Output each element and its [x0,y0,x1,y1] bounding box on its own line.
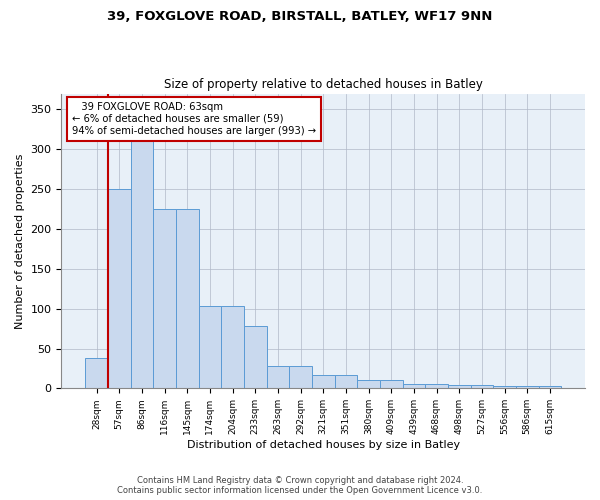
X-axis label: Distribution of detached houses by size in Batley: Distribution of detached houses by size … [187,440,460,450]
Bar [153,209,176,388]
Bar [221,306,244,388]
Bar [108,189,131,388]
Bar [493,386,516,388]
Bar [448,385,470,388]
Bar [289,366,312,388]
Bar [403,384,425,388]
Bar [335,375,357,388]
Bar [470,385,493,388]
Bar [131,126,153,388]
Text: 39, FOXGLOVE ROAD, BIRSTALL, BATLEY, WF17 9NN: 39, FOXGLOVE ROAD, BIRSTALL, BATLEY, WF1… [107,10,493,23]
Title: Size of property relative to detached houses in Batley: Size of property relative to detached ho… [164,78,482,91]
Text: 39 FOXGLOVE ROAD: 63sqm
← 6% of detached houses are smaller (59)
94% of semi-det: 39 FOXGLOVE ROAD: 63sqm ← 6% of detached… [72,102,316,136]
Bar [380,380,403,388]
Bar [539,386,561,388]
Bar [85,358,108,388]
Bar [425,384,448,388]
Bar [312,375,335,388]
Y-axis label: Number of detached properties: Number of detached properties [15,154,25,328]
Bar [266,366,289,388]
Bar [176,209,199,388]
Bar [516,386,539,388]
Bar [357,380,380,388]
Bar [244,326,266,388]
Text: Contains HM Land Registry data © Crown copyright and database right 2024.
Contai: Contains HM Land Registry data © Crown c… [118,476,482,495]
Bar [199,306,221,388]
